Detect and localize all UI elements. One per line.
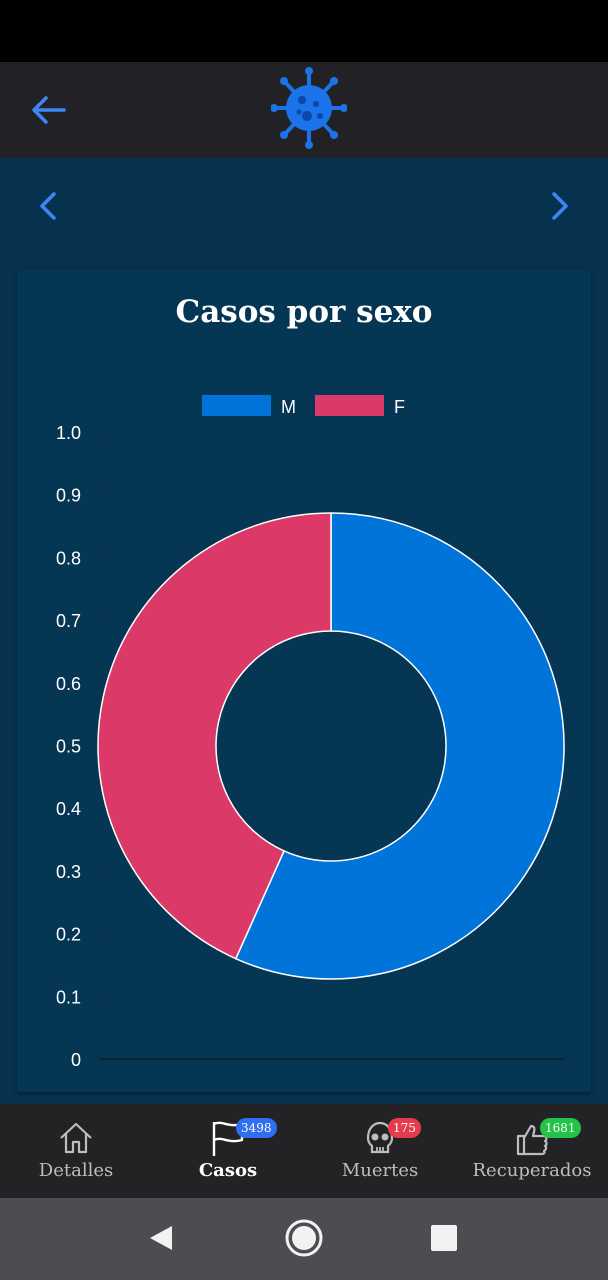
pie-slice-f[interactable] — [97, 512, 332, 960]
recuperados-badge: 1681 — [540, 1118, 581, 1138]
casos-badge: 3498 — [236, 1118, 277, 1138]
pie-slice-m[interactable] — [234, 512, 565, 980]
muertes-badge: 175 — [388, 1118, 421, 1138]
virus-icon — [271, 67, 347, 149]
y-tick-label: 1.0 — [56, 423, 81, 443]
home-icon — [60, 1122, 92, 1154]
system-navigation-bar — [0, 1198, 608, 1280]
thumbs-up-icon — [516, 1124, 548, 1156]
nav-label-detalles: Detalles — [38, 1160, 114, 1181]
square-recents-icon[interactable] — [422, 1216, 466, 1260]
nav-item-detalles[interactable]: Detalles — [0, 1104, 152, 1198]
chevron-left-icon[interactable] — [34, 190, 62, 222]
circle-home-icon[interactable] — [282, 1216, 326, 1260]
chevron-right-icon[interactable] — [546, 190, 574, 222]
y-tick-label: 0 — [71, 1050, 81, 1070]
nav-label-casos: Casos — [198, 1160, 258, 1181]
y-tick-label: 0.2 — [56, 925, 81, 945]
y-tick-label: 0.9 — [56, 486, 81, 506]
legend-swatch-m[interactable] — [202, 395, 271, 416]
chart-title: Casos por sexo — [175, 294, 433, 330]
status-bar — [0, 0, 608, 62]
chart-slices — [97, 512, 565, 980]
bottom-navigation: Detalles 3498 Casos 175 Muertes 1681 Rec… — [0, 1104, 608, 1198]
y-tick-label: 0.1 — [56, 987, 81, 1007]
arrow-left-icon[interactable] — [28, 92, 68, 128]
y-tick-label: 0.5 — [56, 737, 81, 757]
skull-icon — [366, 1121, 394, 1154]
nav-item-recuperados[interactable]: 1681 Recuperados — [456, 1104, 608, 1198]
legend-swatch-f[interactable] — [315, 395, 384, 416]
y-tick-label: 0.4 — [56, 799, 81, 819]
legend-label-f: F — [394, 397, 405, 417]
triangle-back-icon[interactable] — [140, 1216, 184, 1260]
nav-item-casos[interactable]: 3498 Casos — [152, 1104, 304, 1198]
app-header — [0, 62, 608, 158]
y-tick-label: 0.6 — [56, 674, 81, 694]
nav-item-muertes[interactable]: 175 Muertes — [304, 1104, 456, 1198]
y-tick-label: 0.7 — [56, 611, 81, 631]
nav-label-muertes: Muertes — [341, 1160, 419, 1181]
legend-label-m: M — [281, 397, 296, 417]
y-axis-ticks: 1.0 0.9 0.8 0.7 0.6 0.5 0.4 0.3 0.2 0.1 0 — [56, 423, 81, 1070]
nav-label-recuperados: Recuperados — [472, 1160, 592, 1181]
y-tick-label: 0.3 — [56, 862, 81, 882]
y-tick-label: 0.8 — [56, 548, 81, 568]
